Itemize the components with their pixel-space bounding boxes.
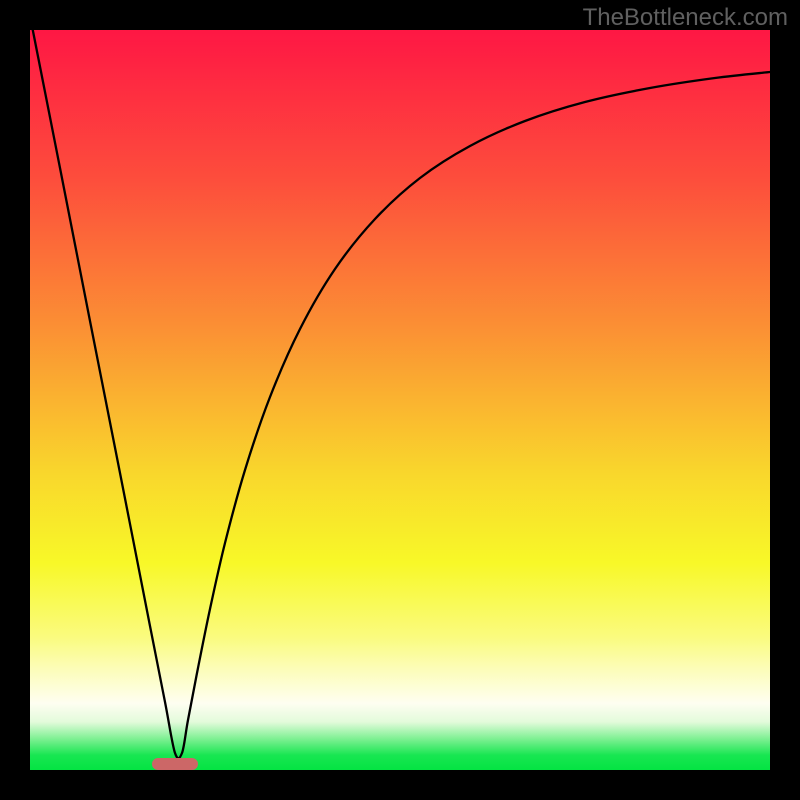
bottleneck-chart: [0, 0, 800, 800]
optimal-marker: [152, 758, 198, 770]
chart-container: TheBottleneck.com: [0, 0, 800, 800]
plot-area: [30, 30, 770, 770]
watermark-text: TheBottleneck.com: [583, 4, 788, 32]
